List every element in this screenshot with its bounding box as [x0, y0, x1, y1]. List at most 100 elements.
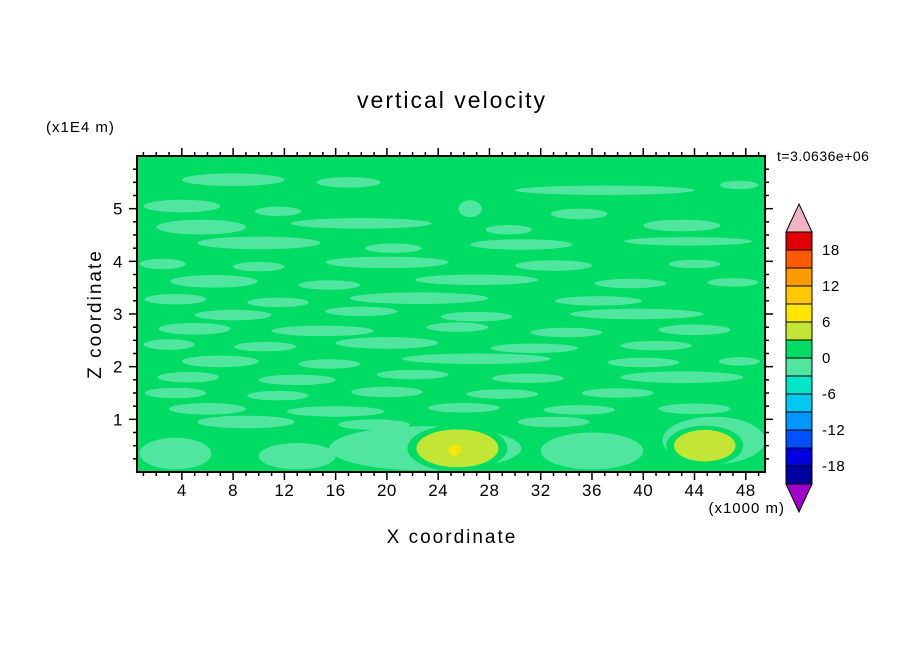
colorbar-segment [785, 339, 813, 359]
tick-label: 6 [822, 314, 831, 331]
contour-band [258, 443, 336, 470]
tick-label: 44 [685, 481, 705, 500]
colorbar-segment [785, 465, 813, 485]
tick-label: 1 [113, 410, 123, 429]
contour-band [286, 406, 385, 417]
chart-title: vertical velocity [357, 87, 547, 113]
contour-band [181, 355, 259, 368]
contour-band [349, 292, 489, 304]
x-axis-unit-label: (x1000 m) [708, 500, 785, 517]
contour-band [254, 206, 302, 217]
contour-band [197, 415, 295, 429]
contour-band [515, 260, 592, 271]
colorbar-segment [785, 285, 813, 305]
contour-band [139, 437, 212, 470]
contour-band [620, 371, 744, 383]
contour-band [440, 311, 513, 322]
x-axis-title: X coordinate [386, 527, 518, 548]
contour-band [197, 236, 321, 250]
colorbar-segment [785, 411, 813, 431]
contour-band [325, 306, 398, 317]
colorbar-above-arrow [785, 202, 813, 233]
colorbar-segment [785, 231, 813, 251]
contour-band [668, 259, 721, 269]
contour-band [515, 185, 695, 195]
tick-label: 18 [822, 242, 840, 259]
contour-band [718, 357, 760, 366]
contour-band [426, 322, 489, 332]
tick-label: -12 [822, 422, 845, 439]
contour-band [607, 357, 680, 368]
tick-label: 12 [274, 481, 294, 500]
y-axis-unit-label: (x1E4 m) [46, 119, 115, 136]
contour-band [144, 293, 207, 305]
contour-band [365, 243, 422, 253]
contour-band [658, 403, 731, 415]
contour-band [351, 386, 423, 398]
contour-band [620, 340, 692, 351]
colorbar-segment [785, 429, 813, 449]
contour-band [530, 327, 603, 338]
tick-label: -6 [822, 386, 836, 403]
contour-field [137, 156, 765, 472]
colorbar-segment [785, 447, 813, 467]
contour-band [247, 390, 309, 401]
contour-band [325, 256, 449, 269]
contour-band [402, 353, 551, 365]
tick-label: 0 [822, 350, 831, 367]
contour-band [643, 219, 721, 232]
contour-band [316, 177, 381, 188]
tick-label: 20 [377, 481, 397, 500]
contour-band [470, 239, 573, 250]
contour-band [720, 180, 759, 190]
tick-label: 32 [531, 481, 551, 500]
contour-band [143, 199, 221, 213]
contour-band [658, 324, 731, 336]
tick-label: 4 [177, 481, 187, 500]
contour-band [258, 374, 336, 386]
tick-label: 12 [822, 278, 840, 295]
contour-band [156, 219, 246, 235]
contour-band [335, 337, 439, 349]
contour-band [492, 373, 564, 383]
contour-band [707, 278, 759, 287]
contour-band [674, 429, 736, 462]
contour-band [581, 388, 654, 398]
tick-label: 24 [428, 481, 448, 500]
contour-band [466, 389, 539, 399]
contour-band [338, 419, 410, 430]
contour-band [540, 432, 644, 470]
colorbar-below-arrow [785, 483, 813, 514]
y-axis-title: Z coordinate [85, 249, 106, 379]
tick-label: -18 [822, 458, 845, 475]
contour-band [427, 403, 500, 413]
timestamp-label: t=3.0636e+06 [777, 148, 870, 164]
contour-band [158, 322, 231, 335]
contour-band [550, 208, 608, 220]
contour-band [169, 403, 246, 415]
colorbar-segment [785, 249, 813, 269]
colorbar: 18 12 6 0 -6 -12 -18 [785, 202, 845, 514]
colorbar-segment [785, 321, 813, 341]
tick-label: 4 [113, 252, 123, 271]
tick-label: 36 [582, 481, 602, 500]
tick-label: 2 [113, 358, 123, 377]
contour-band [624, 237, 753, 246]
tick-label: 48 [736, 481, 756, 500]
contour-band [517, 416, 590, 428]
contour-band [570, 308, 704, 320]
contour-band [247, 297, 309, 308]
contour-band [449, 444, 461, 456]
plot-frame [136, 155, 766, 473]
colorbar-segment [785, 393, 813, 413]
tick-label: 8 [228, 481, 238, 500]
contour-band [376, 369, 449, 380]
contour-band [234, 341, 296, 352]
contour-band [415, 274, 539, 286]
tick-label: 16 [326, 481, 346, 500]
contour-band [458, 200, 482, 218]
contour-band [490, 343, 578, 353]
